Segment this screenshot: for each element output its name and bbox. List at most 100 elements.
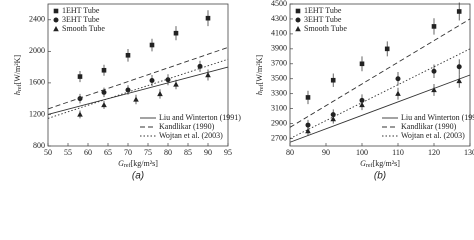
legend-label: Kandlikar (1990) — [401, 122, 457, 131]
legend-label: Wojtan et al. (2003) — [401, 131, 465, 140]
legend-label: 1EHT Tube — [62, 6, 100, 15]
label-sub: ref — [124, 162, 131, 169]
marker-square — [149, 42, 155, 48]
x-tick-label: 100 — [356, 148, 368, 157]
legend-label: Smooth Tube — [62, 24, 105, 33]
marker-triangle — [305, 128, 311, 134]
label-main: G — [118, 159, 124, 168]
label-main: h — [255, 91, 264, 95]
marker-square — [456, 9, 462, 14]
marker-triangle — [173, 81, 179, 87]
marker-circle — [149, 78, 155, 84]
legend-label: Smooth Tube — [304, 24, 347, 33]
plot-frame — [47, 3, 229, 147]
legend-label: Wojtan et al. (2003) — [159, 131, 223, 140]
y-tick-label: 1600 — [29, 78, 45, 87]
x-tick-label: 60 — [84, 148, 92, 157]
series — [77, 10, 211, 83]
x-tick-label: 80 — [286, 148, 294, 157]
y-tick-label: 3500 — [271, 74, 287, 83]
marker-square — [173, 30, 179, 36]
marker-circle — [456, 64, 462, 70]
x-tick-label: 130 — [464, 148, 474, 157]
marker-square — [330, 77, 336, 83]
label-unit: [kg/m²s] — [373, 159, 401, 168]
model-line — [289, 18, 471, 128]
x-tick-label: 75 — [144, 148, 152, 157]
label-unit: [W/m²K] — [255, 55, 264, 85]
y-tick-label: 800 — [33, 141, 45, 150]
legend-label: 3EHT Tube — [304, 15, 342, 24]
marker-square — [295, 8, 301, 14]
marker-circle — [395, 76, 401, 82]
marker-triangle — [205, 72, 211, 78]
y-tick-label: 3900 — [271, 44, 287, 53]
label-sub: ref — [258, 84, 265, 91]
x-tick-label: 90 — [204, 148, 212, 157]
y-tick-label: 2400 — [29, 15, 45, 24]
x-tick-label: 90 — [322, 148, 330, 157]
marker-triangle — [359, 101, 365, 108]
marker-square — [431, 24, 437, 29]
marker-square — [205, 15, 211, 21]
x-tick-label: 50 — [44, 148, 52, 157]
marker-circle — [295, 17, 301, 23]
legend-label: Liu and Winterton (1991) — [159, 113, 241, 122]
y-tick-label: 2700 — [271, 133, 287, 142]
label-unit: [kg/m²s] — [131, 159, 159, 168]
marker-circle — [305, 122, 311, 128]
x-tick-label: 110 — [392, 148, 404, 157]
y-tick-label: 1200 — [29, 109, 45, 118]
marker-triangle — [330, 116, 336, 122]
series — [77, 60, 203, 104]
caption: (a) — [132, 171, 144, 182]
marker-square — [101, 67, 107, 73]
x-tick-label: 85 — [184, 148, 192, 157]
model-line — [47, 58, 229, 119]
marker-triangle — [101, 101, 107, 108]
marker-triangle — [456, 77, 462, 84]
marker-square — [384, 46, 390, 52]
x-tick-label: 120 — [428, 148, 440, 157]
axis-label: Gref[kg/m²s] — [360, 159, 400, 170]
model-line — [47, 46, 229, 110]
marker-circle — [101, 89, 107, 95]
axis-label: Gref[kg/m²s] — [118, 159, 158, 170]
marker-triangle — [53, 26, 59, 32]
legend-label: 1EHT Tube — [304, 6, 342, 15]
marker-square — [125, 52, 131, 58]
marker-square — [77, 74, 83, 79]
model-line — [47, 66, 229, 115]
marker-triangle — [157, 90, 163, 97]
y-tick-label: 4500 — [271, 0, 287, 8]
y-tick-label: 4100 — [271, 29, 287, 38]
model-line — [289, 74, 471, 143]
caption: (b) — [374, 171, 386, 182]
figure: 50 55 60 65 70 75 80 85 90 95 800 1200 1600 2000 2400 G… — [13, 0, 474, 182]
y-tick-label: 4300 — [271, 14, 287, 23]
x-tick-label: 80 — [164, 148, 172, 157]
legend-label: 3EHT Tube — [62, 15, 100, 24]
y-tick-label: 3300 — [271, 89, 287, 98]
series — [77, 69, 211, 119]
series — [305, 2, 462, 105]
y-tick-label: 2000 — [29, 46, 45, 55]
marker-triangle — [77, 111, 83, 117]
marker-square — [53, 8, 59, 14]
marker-circle — [431, 68, 437, 74]
marker-triangle — [431, 86, 437, 93]
series — [305, 74, 462, 136]
label-main: h — [13, 91, 22, 95]
marker-triangle — [395, 90, 401, 96]
marker-circle — [165, 77, 171, 83]
x-tick-label: 95 — [224, 148, 232, 157]
x-tick-label: 65 — [104, 148, 112, 157]
x-tick-label: 55 — [64, 148, 72, 157]
marker-triangle — [133, 96, 139, 102]
legend-label: Liu and Winterton (1991) — [401, 113, 474, 122]
marker-circle — [125, 87, 131, 93]
label-main: G — [360, 159, 366, 168]
marker-square — [359, 61, 365, 67]
marker-circle — [53, 17, 59, 23]
y-tick-label: 3100 — [271, 103, 287, 112]
